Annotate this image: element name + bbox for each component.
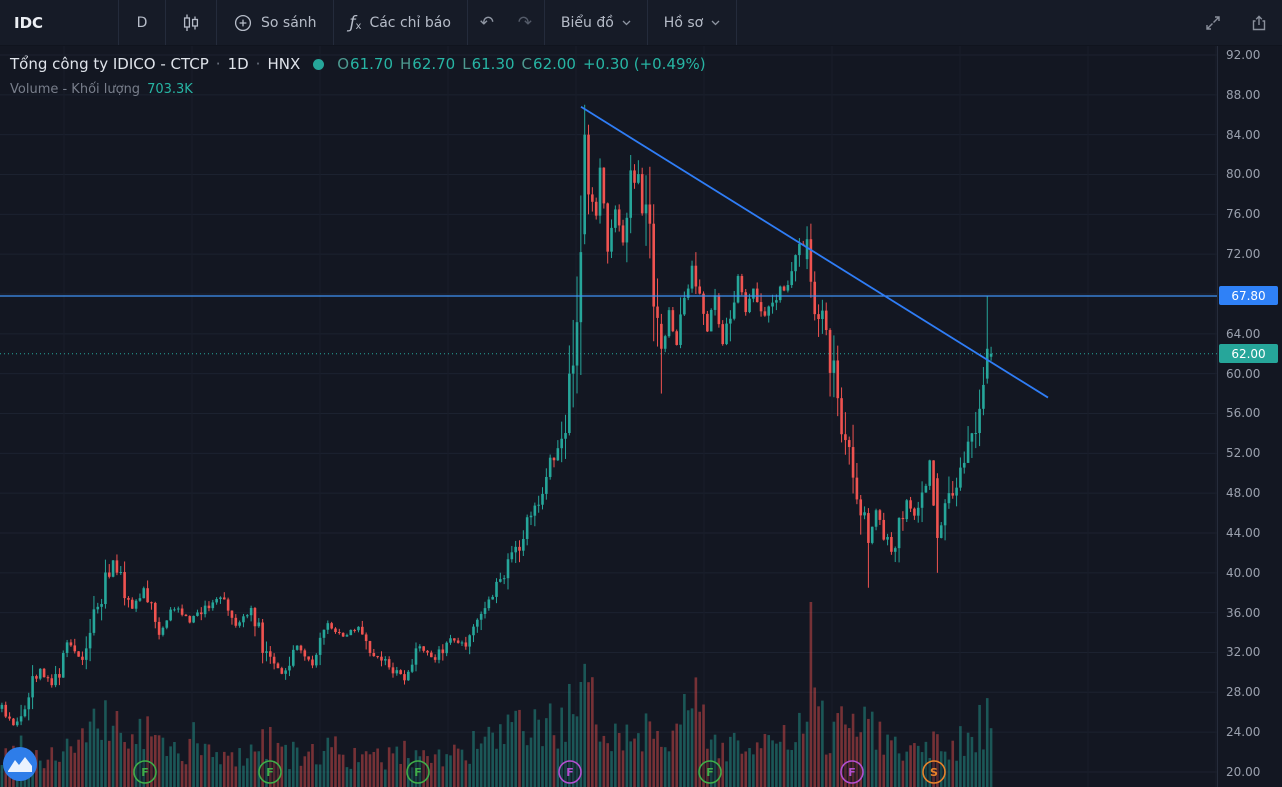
price-tick-label: 24.00	[1226, 725, 1261, 740]
price-tick-label: 52.00	[1226, 446, 1261, 461]
symbol-title[interactable]: Tổng công ty IDICO - CTCP	[10, 55, 209, 73]
price-tick-label: 60.00	[1226, 366, 1261, 381]
event-badge[interactable]	[406, 760, 430, 784]
toolbar-separator	[736, 0, 738, 45]
event-badge[interactable]	[698, 760, 722, 784]
interval-button[interactable]: D	[136, 14, 148, 31]
price-tick-label: 56.00	[1226, 406, 1261, 421]
price-tick-label: 84.00	[1226, 127, 1261, 142]
change-value: +0.30 (+0.49%)	[582, 55, 706, 73]
toolbar-spacer	[737, 0, 1190, 45]
share-icon	[1252, 14, 1266, 30]
price-tick-label: 72.00	[1226, 247, 1261, 262]
ohlc-close: C 62.00	[521, 55, 576, 73]
symbol-button[interactable]: IDC	[14, 13, 44, 32]
price-tick-label: 36.00	[1226, 605, 1261, 620]
price-tick-label: 88.00	[1226, 87, 1261, 102]
fullscreen-button[interactable]	[1190, 0, 1236, 45]
volume-label: Volume - Khối lượng	[10, 82, 141, 97]
compare-label: So sánh	[261, 14, 317, 31]
trendline-drawing[interactable]	[580, 106, 1049, 399]
event-badge-letter: S	[930, 766, 938, 779]
hline-price-tag: 67.80	[1219, 286, 1278, 306]
legend-exchange: HNX	[267, 55, 301, 73]
undo-button[interactable]: ↶	[468, 0, 506, 45]
price-tick-label: 92.00	[1226, 48, 1261, 62]
event-badge-letter: F	[266, 766, 274, 779]
last-price-tag: 62.00	[1219, 344, 1278, 364]
chevron-down-icon	[711, 20, 720, 25]
event-badge-letter: F	[566, 766, 574, 779]
price-tick-label: 40.00	[1226, 565, 1261, 580]
price-tick-label: 32.00	[1226, 645, 1261, 660]
event-badge[interactable]	[840, 760, 864, 784]
compare-button[interactable]: So sánh	[217, 0, 333, 45]
plus-circle-icon	[234, 14, 252, 31]
event-badge[interactable]	[922, 760, 946, 784]
event-badge-letter: F	[141, 766, 149, 779]
redo-icon: ↷	[517, 12, 533, 33]
chevron-down-icon	[622, 20, 631, 25]
indicators-label: Các chỉ báo	[369, 14, 451, 31]
chart-menu-button[interactable]: Biểu đồ	[545, 0, 647, 45]
chart-menu-label: Biểu đồ	[560, 14, 614, 31]
price-tick-label: 76.00	[1226, 207, 1261, 222]
toolbar-separator	[332, 0, 334, 45]
event-badge[interactable]	[558, 760, 582, 784]
ohlc-high: H 62.70	[400, 55, 456, 73]
event-badge-letter: F	[706, 766, 714, 779]
event-badge[interactable]	[133, 760, 157, 784]
volume-bars	[0, 602, 993, 787]
toolbar-separator	[466, 0, 468, 45]
volume-value: 703.3K	[147, 82, 193, 97]
chart-area[interactable]: F F F F F F S Tổng công ty IDICO - CTCP · 1D ·…	[0, 46, 1217, 787]
grid-lines	[0, 46, 1217, 787]
event-badge[interactable]	[258, 760, 282, 784]
fullscreen-icon	[1206, 15, 1220, 30]
toolbar-separator	[165, 0, 166, 45]
price-tick-label: 80.00	[1226, 167, 1261, 182]
price-tick-label: 64.00	[1226, 326, 1261, 341]
separator-dot: ·	[255, 55, 261, 73]
separator-dot: ·	[215, 55, 221, 73]
toolbar-separator	[543, 0, 545, 45]
toolbar-separator	[646, 0, 648, 45]
event-badge-letter: F	[848, 766, 856, 779]
toolbar-separator	[118, 0, 119, 45]
price-tick-label: 44.00	[1226, 525, 1261, 540]
price-tick-label: 28.00	[1226, 685, 1261, 700]
price-axis[interactable]: 92.00 88.00 84.00 80.00 76.00 72.00 64.00 60.00…	[1217, 46, 1282, 787]
ohlc-low: L 61.30	[462, 55, 515, 73]
broker-logo	[3, 747, 37, 781]
candles	[0, 104, 993, 727]
redo-button[interactable]: ↷	[506, 0, 544, 45]
toolbar-separator	[216, 0, 217, 45]
candlestick-style-icon	[183, 14, 199, 31]
price-tick-label: 48.00	[1226, 486, 1261, 501]
market-status-dot	[313, 58, 325, 70]
share-button[interactable]	[1236, 0, 1282, 45]
profile-menu-button[interactable]: Hồ sơ	[648, 0, 736, 45]
undo-icon: ↶	[479, 12, 495, 33]
legend-interval[interactable]: 1D	[227, 55, 249, 73]
chart-legend: Tổng công ty IDICO - CTCP · 1D · HNX O 61…	[10, 55, 706, 97]
ohlc-open: O 61.70	[337, 55, 393, 73]
chart-type-button[interactable]	[166, 0, 216, 45]
profile-menu-label: Hồ sơ	[663, 14, 704, 31]
price-tick-label: 20.00	[1226, 764, 1261, 779]
event-badge-letter: F	[414, 766, 422, 779]
